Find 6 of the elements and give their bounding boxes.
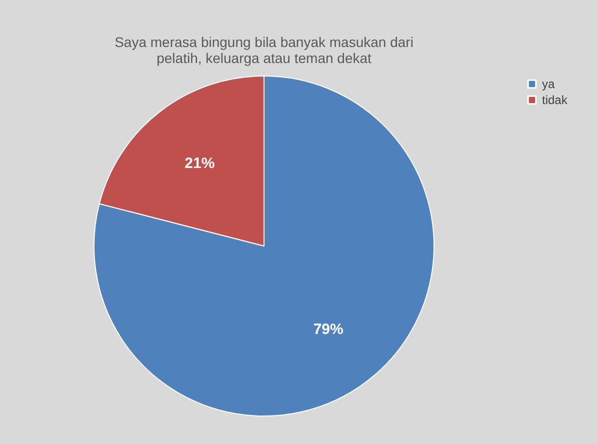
data-label: 21%	[184, 155, 215, 172]
legend-label: ya	[542, 77, 555, 91]
pie-slice	[94, 76, 434, 416]
legend-label: tidak	[542, 93, 568, 107]
data-label: 79%	[313, 320, 344, 338]
chart-title: Saya merasa bingung bila banyak masukan dari pelatih, keluarga atau teman dekat	[114, 34, 414, 66]
